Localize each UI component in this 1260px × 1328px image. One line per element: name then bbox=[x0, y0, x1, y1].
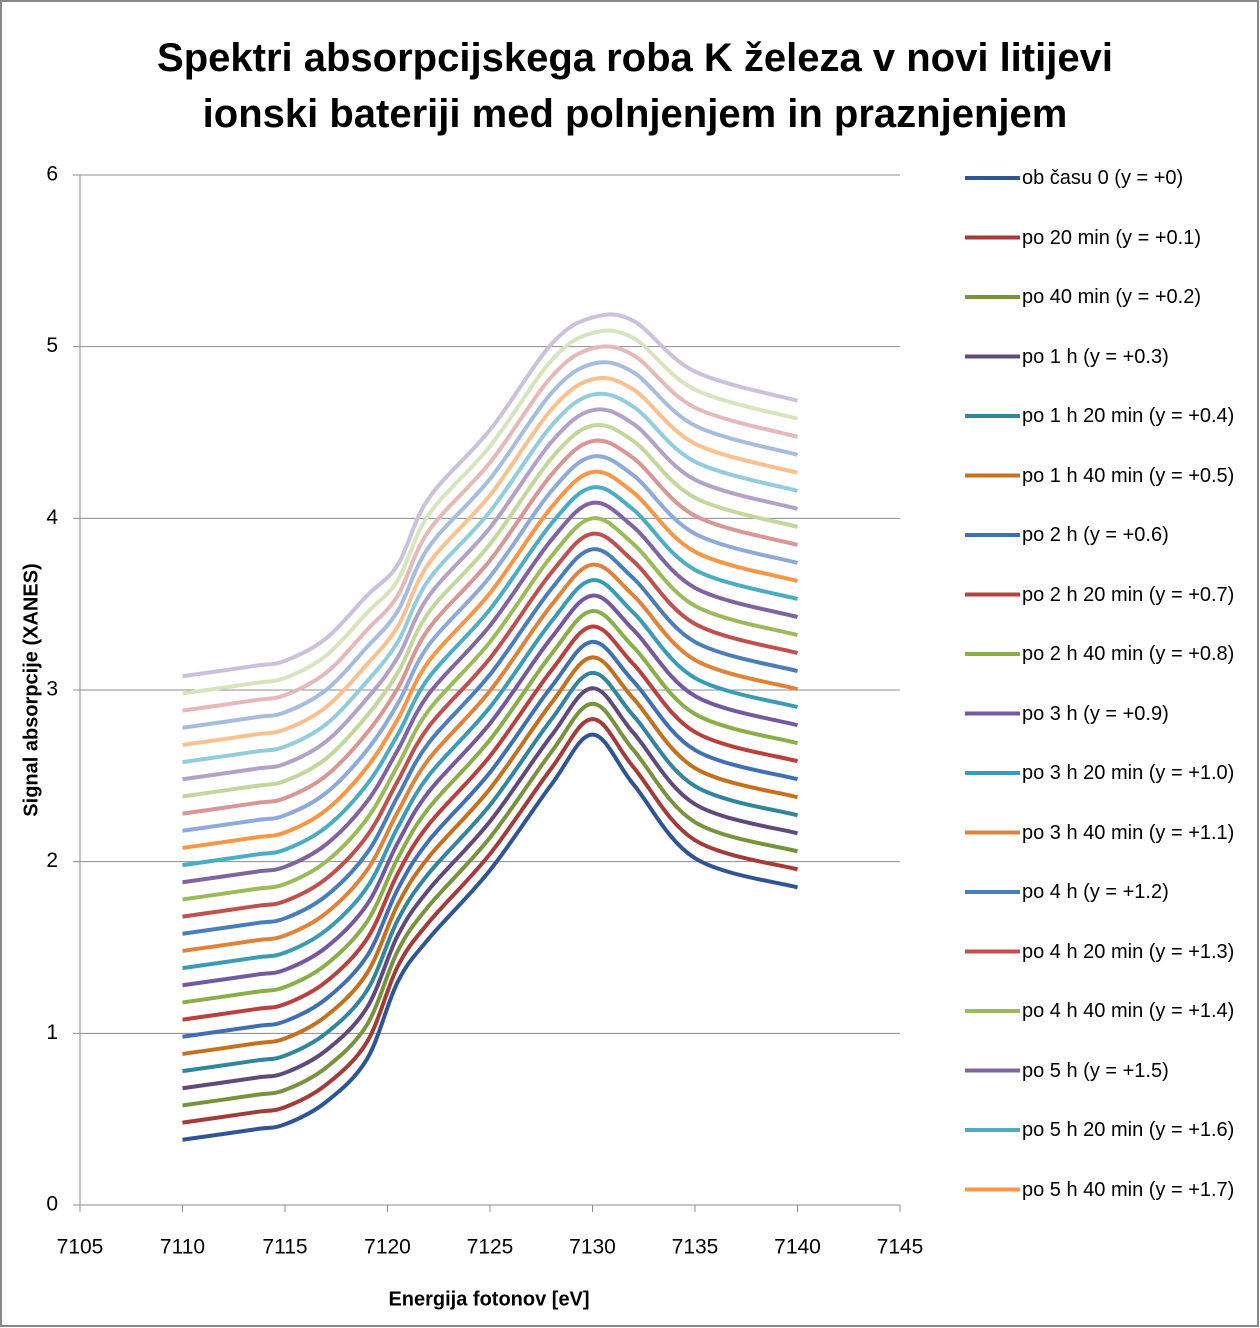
series-line bbox=[182, 624, 799, 1022]
series-line bbox=[182, 469, 799, 850]
series-line bbox=[182, 562, 799, 953]
y-tick-label: 6 bbox=[46, 163, 58, 186]
x-tick-label: 7120 bbox=[364, 1236, 411, 1259]
series-line bbox=[182, 547, 799, 936]
legend-label: po 5 h (y = +1.5) bbox=[1022, 1059, 1169, 1082]
series-line bbox=[182, 454, 799, 833]
y-tick-label: 0 bbox=[46, 1193, 58, 1216]
series-line bbox=[182, 531, 799, 919]
series-line bbox=[182, 344, 799, 713]
legend-label: ob času 0 (y = +0) bbox=[1022, 167, 1184, 189]
legend-label: po 20 min (y = +0.1) bbox=[1022, 226, 1201, 249]
legend-label: po 1 h 40 min (y = +0.5) bbox=[1022, 464, 1235, 487]
x-tick-label: 7110 bbox=[160, 1236, 205, 1259]
series-line bbox=[182, 500, 799, 885]
legend-label: po 3 h 20 min (y = +1.0) bbox=[1022, 762, 1235, 784]
series-line bbox=[182, 701, 799, 1108]
chart-title: Spektri absorpcijskega roba K železa v n… bbox=[157, 36, 1113, 136]
legend-label: po 2 h 40 min (y = +0.8) bbox=[1022, 643, 1235, 665]
series-line bbox=[182, 686, 799, 1091]
series-line bbox=[182, 407, 799, 782]
y-tick-label: 2 bbox=[46, 849, 58, 872]
series-line bbox=[182, 312, 799, 679]
x-tick-label: 7125 bbox=[467, 1236, 514, 1259]
series-line bbox=[182, 593, 799, 988]
x-tick-label: 7145 bbox=[877, 1236, 924, 1259]
legend-label: po 4 h 40 min (y = +1.4) bbox=[1022, 1000, 1235, 1022]
series-line bbox=[182, 717, 799, 1125]
series-line bbox=[182, 670, 799, 1074]
series-line bbox=[182, 732, 799, 1142]
legend-label: po 3 h 40 min (y = +1.1) bbox=[1022, 821, 1235, 844]
legend-label: po 5 h 20 min (y = +1.6) bbox=[1022, 1119, 1235, 1141]
x-tick-label: 7105 bbox=[57, 1236, 104, 1259]
x-tick-label: 7115 bbox=[262, 1236, 307, 1259]
series-line bbox=[182, 485, 799, 868]
legend-label: po 1 h 20 min (y = +0.4) bbox=[1022, 405, 1235, 427]
series-line bbox=[182, 328, 799, 696]
legend-label: po 2 h 20 min (y = +0.7) bbox=[1022, 583, 1235, 606]
y-tick-label: 4 bbox=[46, 506, 58, 529]
series-line bbox=[182, 655, 799, 1056]
series-line bbox=[182, 609, 799, 1005]
series-line bbox=[182, 438, 799, 816]
series-line bbox=[182, 578, 799, 971]
series-line bbox=[182, 360, 799, 730]
series-line bbox=[182, 391, 799, 765]
legend-label: po 2 h (y = +0.6) bbox=[1022, 524, 1169, 546]
y-axis-label: Signal absorpcije (XANES) bbox=[20, 563, 42, 816]
legend-label: po 5 h 40 min (y = +1.7) bbox=[1022, 1178, 1235, 1201]
x-tick-label: 7130 bbox=[569, 1236, 616, 1259]
x-axis-label: Energija fotonov [eV] bbox=[388, 1288, 589, 1310]
x-tick-label: 7140 bbox=[774, 1236, 821, 1259]
y-tick-label: 5 bbox=[46, 334, 58, 357]
x-tick-label: 7135 bbox=[672, 1236, 719, 1259]
legend-label: po 4 h (y = +1.2) bbox=[1022, 881, 1169, 903]
series-line bbox=[182, 639, 799, 1039]
legend-label: po 40 min (y = +0.2) bbox=[1022, 286, 1201, 308]
series-line bbox=[182, 375, 799, 747]
y-tick-label: 1 bbox=[46, 1021, 58, 1044]
legend-label: po 3 h (y = +0.9) bbox=[1022, 702, 1169, 725]
y-tick-label: 3 bbox=[46, 678, 58, 701]
legend-label: po 1 h (y = +0.3) bbox=[1022, 345, 1169, 368]
legend-label: po 4 h 20 min (y = +1.3) bbox=[1022, 940, 1235, 963]
series-line bbox=[182, 422, 799, 799]
series-line bbox=[182, 516, 799, 902]
